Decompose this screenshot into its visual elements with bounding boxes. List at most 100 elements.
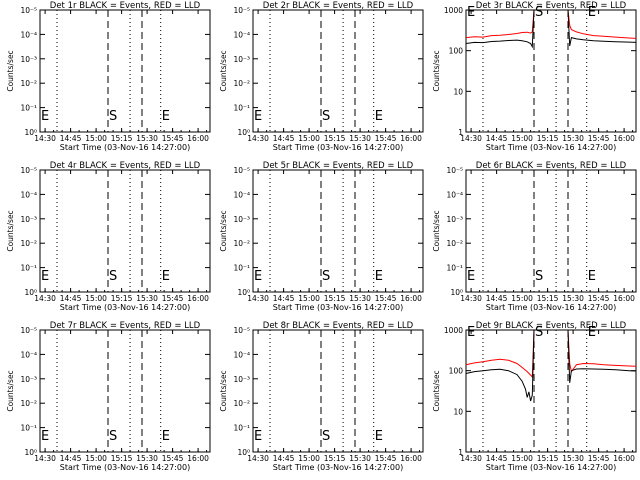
marker-letter: S (322, 429, 330, 444)
y-tick-label: 10⁰ (237, 448, 250, 457)
lld-series-line (465, 9, 637, 39)
marker-letter: E (375, 269, 383, 284)
y-tick-label: 10⁻⁵ (20, 6, 37, 15)
x-tick-label: 15:30 (349, 454, 371, 463)
x-tick-label: 16:00 (400, 294, 422, 303)
y-tick-label: 10⁻⁴ (20, 190, 37, 199)
x-tick-label: 15:30 (136, 454, 158, 463)
x-tick-label: 14:30 (247, 134, 269, 143)
y-tick-label: 10⁻⁴ (446, 190, 463, 199)
y-tick-label: 10⁻⁵ (233, 166, 250, 175)
y-tick-label: 10⁻⁴ (233, 190, 250, 199)
detector-panel: Det 4r BLACK = Events, RED = LLD 14:30 14:… (6, 161, 211, 312)
x-tick-label: 16:00 (187, 454, 209, 463)
y-tick-label: 10⁻² (20, 239, 37, 248)
y-tick-label: 10⁻³ (20, 375, 37, 384)
y-tick-label: 10⁻³ (20, 55, 37, 64)
panel-title: Det 2r BLACK = Events, RED = LLD (263, 1, 414, 11)
y-tick-label: 10⁻¹ (233, 264, 250, 273)
x-tick-label: 15:15 (324, 294, 346, 303)
marker-letter: E (588, 325, 596, 340)
marker-letter: E (467, 5, 475, 20)
x-tick-label: 15:45 (162, 134, 184, 143)
marker-letter: E (41, 269, 49, 284)
x-tick-label: 15:30 (562, 454, 584, 463)
y-tick-label: 10⁻⁵ (20, 166, 37, 175)
x-tick-label: 14:30 (247, 454, 269, 463)
plot-frame (39, 169, 211, 293)
x-tick-label: 14:30 (247, 294, 269, 303)
x-axis-label: Start Time (03-Nov-16 14:27:00) (60, 143, 190, 152)
marker-letter: S (109, 269, 117, 284)
x-tick-label: 14:30 (34, 454, 56, 463)
marker-letter: E (162, 429, 170, 444)
y-tick-label: 10⁻¹ (233, 104, 250, 113)
panel-title: Det 3r BLACK = Events, RED = LLD (476, 1, 627, 11)
y-tick-label: 10⁻³ (233, 215, 250, 224)
y-axis-label: Counts/sec (219, 370, 228, 411)
y-tick-label: 10⁰ (24, 448, 37, 457)
x-axis-label: Start Time (03-Nov-16 14:27:00) (273, 463, 403, 472)
marker-letter: E (41, 429, 49, 444)
y-tick-label: 10⁻⁴ (233, 350, 250, 359)
y-tick-label: 10⁻⁵ (446, 166, 463, 175)
marker-letter: S (322, 269, 330, 284)
x-tick-label: 14:45 (273, 454, 295, 463)
marker-letter: E (41, 109, 49, 124)
marker-letter: E (588, 269, 596, 284)
x-tick-label: 16:00 (613, 294, 635, 303)
y-axis-label: Counts/sec (219, 50, 228, 91)
marker-letter: E (375, 429, 383, 444)
x-tick-label: 15:45 (588, 454, 610, 463)
y-tick-label: 10⁰ (24, 128, 37, 137)
y-tick-label: 10⁰ (450, 288, 463, 297)
y-tick-label: 1000 (444, 6, 463, 15)
x-tick-label: 15:45 (375, 454, 397, 463)
y-tick-label: 10⁰ (24, 288, 37, 297)
y-tick-label: 10⁻¹ (20, 104, 37, 113)
marker-letter: E (254, 269, 262, 284)
x-tick-label: 15:30 (349, 294, 371, 303)
x-tick-label: 15:00 (85, 134, 107, 143)
x-tick-label: 15:30 (562, 134, 584, 143)
plot-frame (465, 169, 637, 293)
x-tick-label: 15:00 (511, 294, 533, 303)
marker-letter: E (162, 269, 170, 284)
marker-letter: E (254, 109, 262, 124)
y-tick-label: 10⁻⁵ (233, 326, 250, 335)
detector-panel: Det 5r BLACK = Events, RED = LLD 14:30 14:… (219, 161, 424, 312)
marker-letter: E (588, 5, 596, 20)
plot-frame (252, 169, 424, 293)
y-tick-label: 10⁻³ (233, 55, 250, 64)
y-axis-label: Counts/sec (6, 370, 15, 411)
panel-title: Det 8r BLACK = Events, RED = LLD (263, 321, 414, 331)
marker-letter: S (535, 269, 543, 284)
marker-letter: E (467, 325, 475, 340)
detector-panel: Det 3r BLACK = Events, RED = LLD 14:30 14:… (432, 1, 637, 152)
x-tick-label: 16:00 (400, 454, 422, 463)
plot-frame (39, 329, 211, 453)
plot-frame (252, 9, 424, 133)
x-tick-label: 15:15 (537, 294, 559, 303)
y-axis-label: Counts/sec (432, 210, 441, 251)
plot-frame (252, 329, 424, 453)
y-tick-label: 100 (449, 367, 464, 376)
x-tick-label: 15:00 (298, 294, 320, 303)
y-axis-label: Counts/sec (432, 370, 441, 411)
y-tick-label: 10⁻² (233, 239, 250, 248)
x-tick-label: 15:45 (162, 294, 184, 303)
events-series-line (465, 329, 637, 402)
panel-title: Det 5r BLACK = Events, RED = LLD (263, 161, 414, 171)
x-tick-label: 16:00 (613, 134, 635, 143)
x-tick-label: 15:00 (298, 454, 320, 463)
detector-panel: Det 1r BLACK = Events, RED = LLD 14:30 14:… (6, 1, 211, 152)
marker-letter: S (109, 109, 117, 124)
detector-panel: Det 6r BLACK = Events, RED = LLD 14:30 14:… (432, 161, 637, 312)
x-axis-label: Start Time (03-Nov-16 14:27:00) (486, 303, 616, 312)
panel-title: Det 1r BLACK = Events, RED = LLD (50, 1, 201, 11)
marker-letter: S (322, 109, 330, 124)
plot-frame (465, 329, 637, 453)
x-tick-label: 15:45 (162, 454, 184, 463)
y-tick-label: 10 (453, 407, 463, 416)
